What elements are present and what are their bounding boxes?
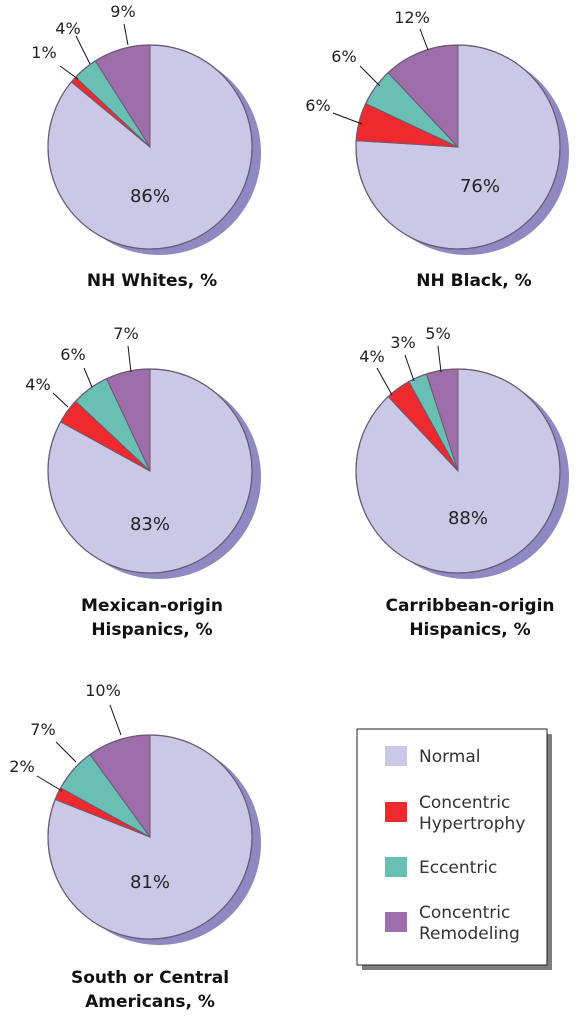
pie-title: Mexican-origin Hispanics, % [81, 596, 223, 640]
data-label: 2% [9, 757, 34, 776]
data-label: 6% [60, 345, 85, 364]
pie-title: NH Black, % [416, 271, 531, 291]
data-label: 5% [425, 324, 450, 343]
leader-line [359, 65, 381, 87]
data-label: 88% [448, 508, 488, 529]
pie-outline [47, 734, 253, 940]
data-label: 7% [113, 324, 138, 343]
data-label: 4% [359, 347, 384, 366]
data-label: 1% [31, 43, 56, 62]
data-label: 81% [130, 872, 170, 893]
pie-chart-4: 88% 4% 3% 5% Carribbean-origin Hispanics, % [355, 324, 569, 640]
data-label: 12% [394, 8, 430, 27]
pie-outline [355, 44, 561, 250]
data-label: 10% [85, 681, 121, 700]
data-label: 86% [130, 186, 170, 207]
leader-line [109, 704, 122, 736]
pie-outline [355, 368, 561, 574]
legend-swatch [385, 746, 407, 766]
data-label: 3% [390, 333, 415, 352]
leader-line [437, 345, 442, 373]
pie-chart-2: 76% 6% 6% 12% NH Black, % [305, 8, 569, 291]
data-label: 6% [305, 96, 330, 115]
pie-title: Carribbean-origin Hispanics, % [385, 596, 554, 640]
leader-line [332, 112, 363, 125]
pie-title: South or Central Americans, % [71, 968, 229, 1012]
leader-line [127, 345, 132, 373]
legend-swatch [385, 802, 407, 822]
leader-line [52, 392, 69, 408]
pie-chart-5: 81% 2% 7% 10% South or Central Americans, % [9, 681, 261, 1012]
leader-line [59, 65, 79, 80]
leader-line [404, 354, 415, 382]
pie-chart-1: 86% 1% 4% 9% NH Whites, % [31, 2, 261, 291]
data-label: 76% [460, 176, 500, 197]
legend-item-label: Concentric Remodeling [419, 903, 520, 944]
data-label: 6% [331, 47, 356, 66]
data-label: 4% [25, 375, 50, 394]
legend-swatch [385, 857, 407, 877]
legend-swatch [385, 912, 407, 932]
pie-outline [47, 368, 253, 574]
legend-item-label: Normal [419, 747, 481, 767]
pie-outline [47, 44, 253, 250]
data-label: 83% [130, 514, 170, 535]
leader-line [376, 367, 393, 396]
legend-item-label: Concentric Hypertrophy [419, 793, 525, 834]
pie-title: NH Whites, % [87, 271, 217, 291]
leader-line [55, 741, 77, 763]
data-label: 7% [30, 720, 55, 739]
leader-line [75, 35, 91, 65]
legend-item-label: Eccentric [419, 858, 497, 878]
leader-line [419, 28, 429, 51]
leader-line [36, 775, 63, 792]
data-label: 9% [110, 2, 135, 21]
leader-line [123, 23, 129, 46]
legend: Normal Concentric Hypertrophy Eccentric Conc… [356, 728, 552, 970]
pie-chart-3: 83% 4% 6% 7% Mexican-origin Hispanics, % [25, 324, 261, 640]
leader-line [83, 367, 93, 388]
data-label: 4% [55, 19, 80, 38]
